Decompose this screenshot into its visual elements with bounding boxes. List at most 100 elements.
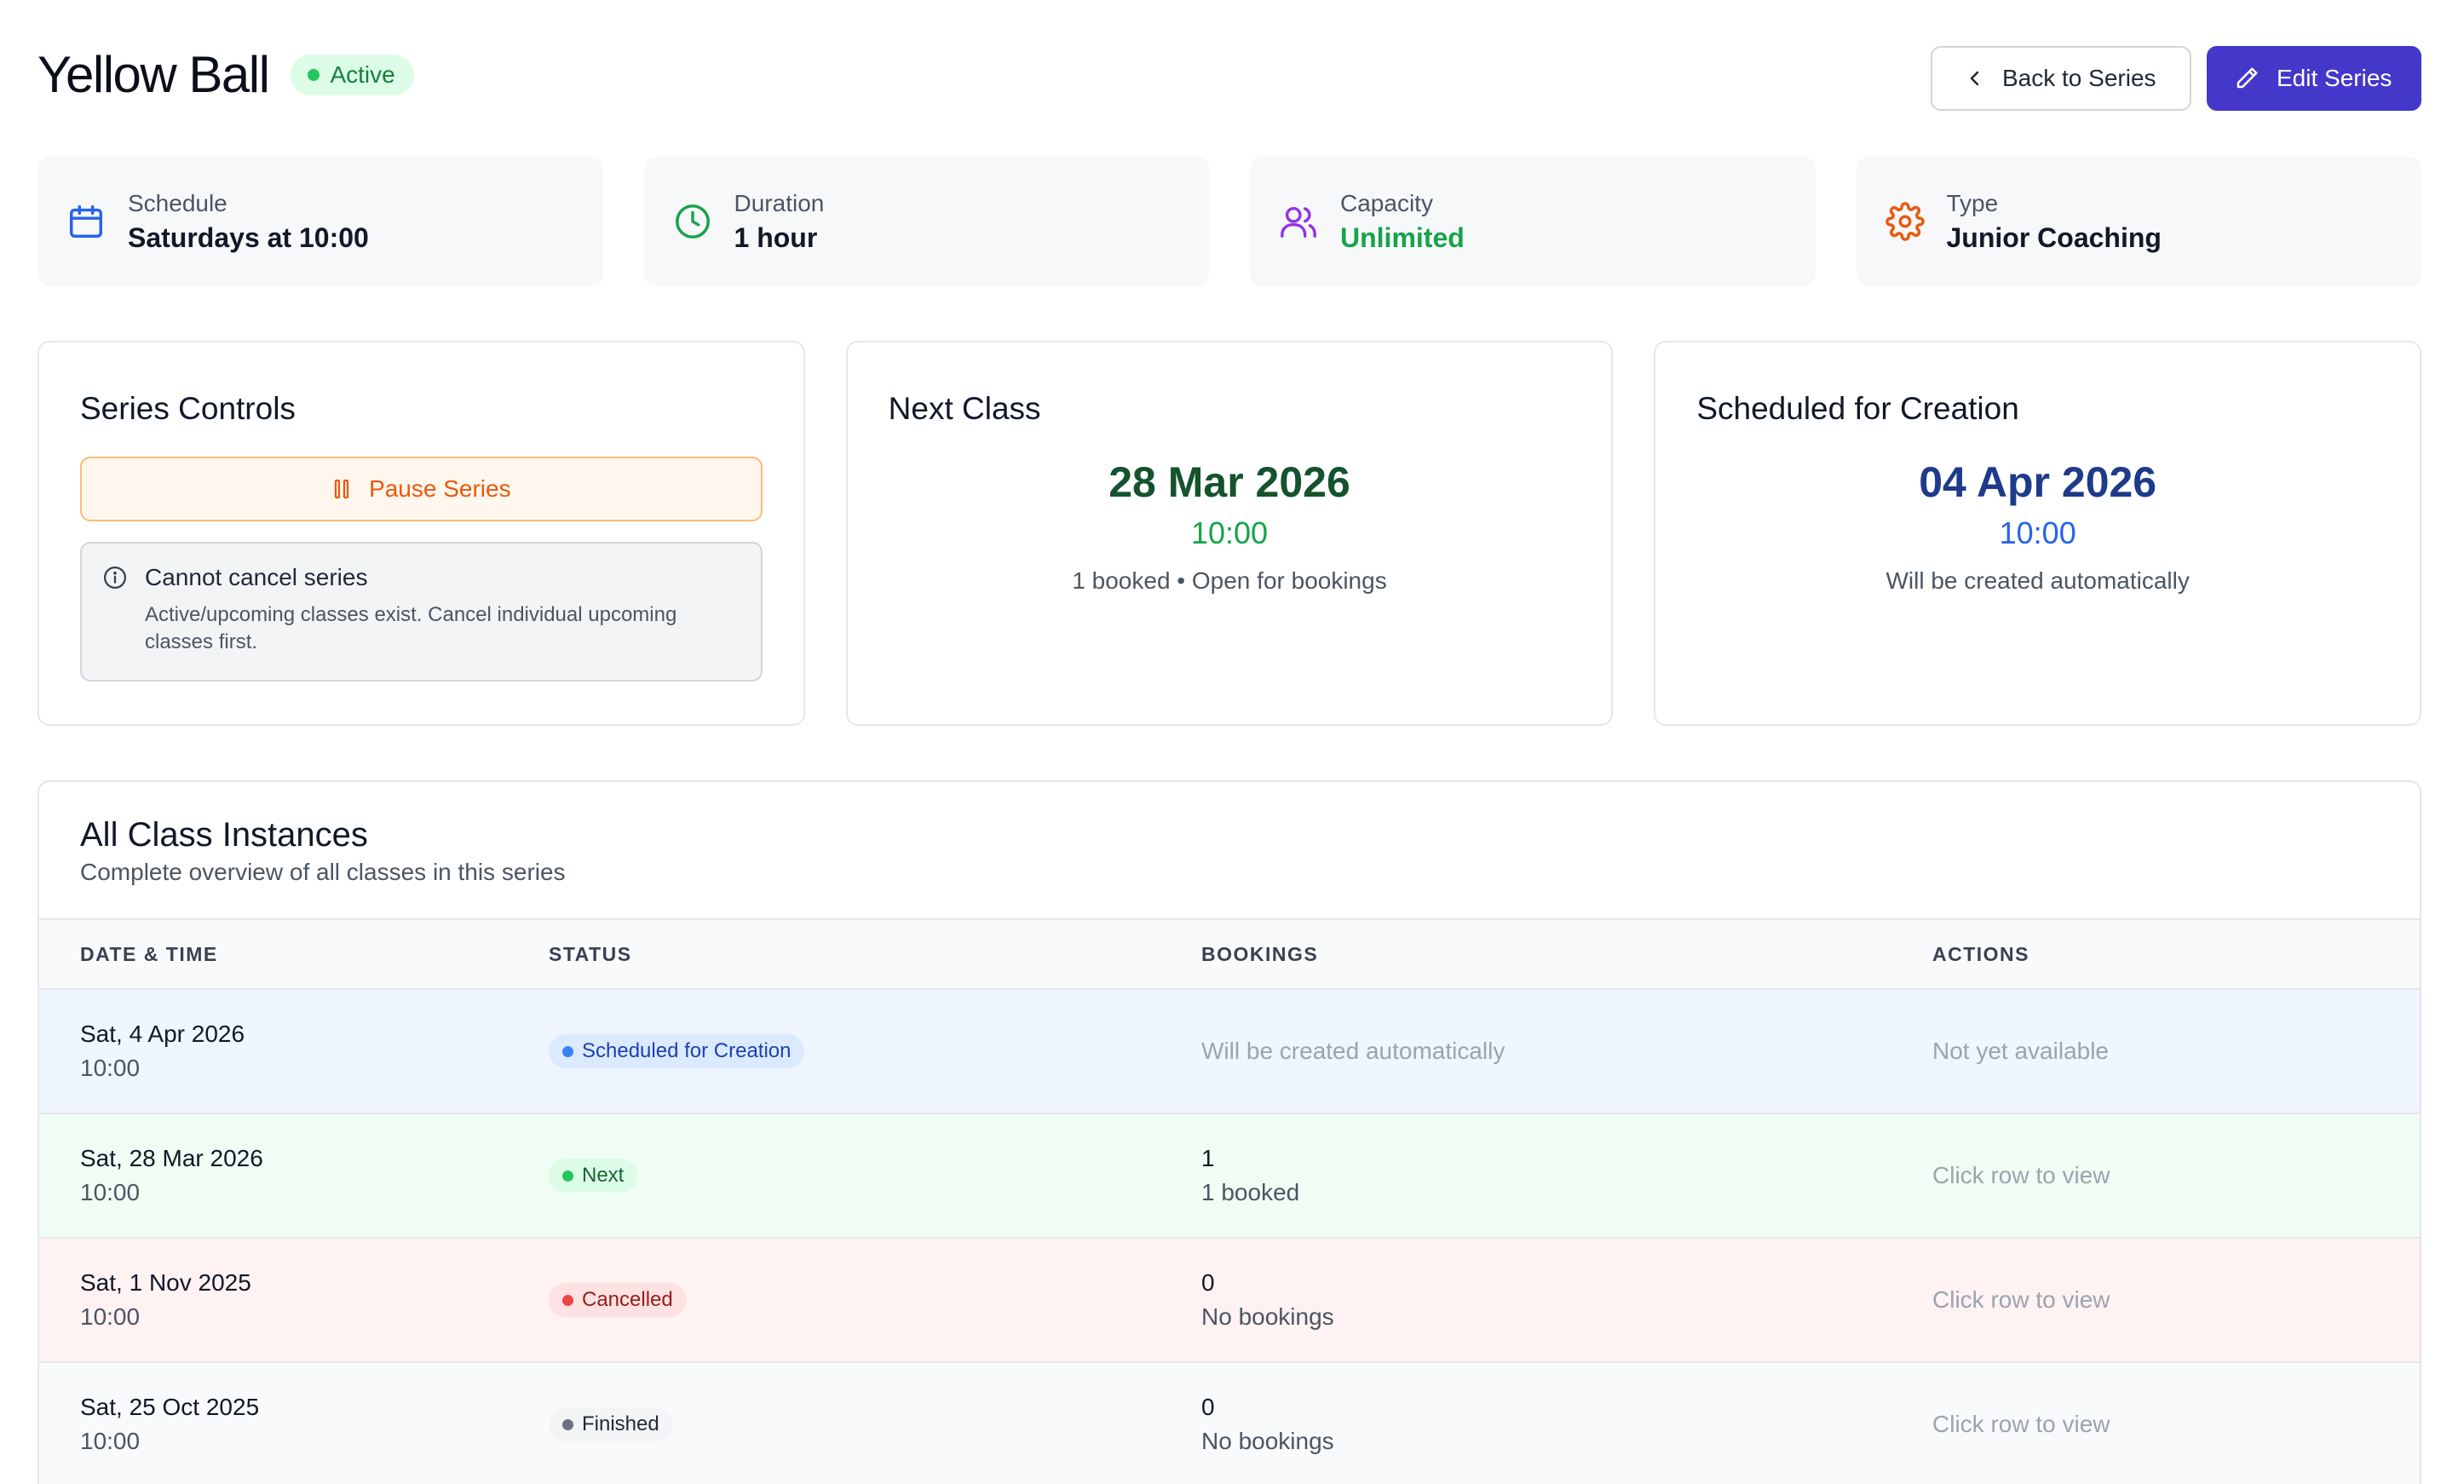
row-date: Sat, 28 Mar 2026 — [80, 1145, 263, 1171]
title-row: Yellow Ball Active — [37, 41, 414, 109]
capacity-label: Capacity — [1340, 189, 1433, 216]
table-row[interactable]: Sat, 25 Oct 2025 10:00 Finished 0 No boo… — [39, 1363, 2420, 1484]
bookings-cell: Will be created automatically — [1201, 1038, 1932, 1065]
calendar-icon — [70, 205, 102, 238]
capacity-value: Unlimited — [1340, 221, 1465, 253]
next-class-panel: Next Class 28 Mar 2026 10:00 1 booked • … — [845, 341, 1614, 726]
bookings-count: 0 — [1201, 1394, 1215, 1420]
status-cell: Scheduled for Creation — [549, 1034, 1201, 1068]
actions-cell: Click row to view — [1932, 1411, 2420, 1438]
date-cell: Sat, 4 Apr 2026 10:00 — [39, 1017, 549, 1085]
row-time: 10:00 — [80, 1055, 141, 1081]
summary-panels: Series Controls Pause Series Cannot canc… — [37, 341, 2422, 726]
column-header-bookings: BOOKINGS — [1201, 942, 1319, 965]
column-header-actions: ACTIONS — [1932, 942, 2029, 965]
status-badge: Finished — [549, 1407, 673, 1441]
type-card: Type Junior Coaching — [1856, 157, 2421, 286]
row-action: Not yet available — [1932, 1038, 2110, 1064]
pause-series-button[interactable]: Pause Series — [80, 457, 763, 521]
status-dot — [562, 1045, 573, 1057]
cancel-notice-body: Active/upcoming classes exist. Cancel in… — [145, 603, 677, 653]
edit-series-label: Edit Series — [2277, 65, 2392, 91]
gear-icon — [1885, 202, 1925, 241]
back-to-series-button[interactable]: Back to Series — [1931, 46, 2191, 111]
edit-series-button[interactable]: Edit Series — [2207, 46, 2421, 111]
actions-cell: Click row to view — [1932, 1162, 2420, 1189]
cancel-notice-title: Cannot cancel series — [145, 564, 368, 590]
next-class-summary: 1 booked • Open for bookings — [1072, 567, 1387, 594]
status-badge: Next — [549, 1159, 638, 1193]
scheduled-creation-time: 10:00 — [1999, 515, 2076, 550]
series-controls-title: Series Controls — [80, 391, 296, 426]
series-controls-panel: Series Controls Pause Series Cannot canc… — [37, 341, 805, 726]
bookings-count: 1 — [1201, 1145, 1215, 1171]
row-time: 10:00 — [80, 1303, 141, 1330]
date-cell: Sat, 1 Nov 2025 10:00 — [39, 1266, 549, 1334]
class-instances-subtitle: Complete overview of all classes in this… — [80, 859, 566, 885]
bookings-cell: 0 No bookings — [1201, 1266, 1932, 1334]
cancel-notice: Cannot cancel series Active/upcoming cla… — [80, 542, 763, 682]
duration-label: Duration — [734, 189, 825, 216]
row-date: Sat, 4 Apr 2026 — [80, 1021, 245, 1047]
page-title: Yellow Ball — [37, 46, 270, 103]
bookings-count: 0 — [1201, 1269, 1215, 1296]
duration-text: Duration 1 hour — [734, 190, 825, 254]
class-instances-header: All Class Instances Complete overview of… — [39, 782, 2420, 920]
status-badge: Cancelled — [549, 1283, 687, 1317]
pause-series-label: Pause Series — [369, 475, 511, 502]
status-badge: Scheduled for Creation — [549, 1034, 805, 1068]
page-header: Yellow Ball Active Back to Series Edit S… — [37, 41, 2421, 116]
status-cell: Finished — [549, 1407, 1201, 1441]
chevron-left-icon — [1970, 71, 1979, 86]
class-instances-title: All Class Instances — [80, 816, 368, 854]
next-class-date: 28 Mar 2026 — [1108, 458, 1350, 506]
status-cell: Cancelled — [549, 1283, 1201, 1317]
scheduled-creation-title: Scheduled for Creation — [1696, 391, 2019, 426]
type-label: Type — [1946, 189, 1999, 216]
header-actions: Back to Series Edit Series — [1931, 46, 2421, 111]
capacity-card: Capacity Unlimited — [1250, 157, 1816, 286]
table-row[interactable]: Sat, 4 Apr 2026 10:00 Scheduled for Crea… — [39, 990, 2420, 1114]
duration-value: 1 hour — [734, 221, 818, 253]
actions-cell: Click row to view — [1932, 1286, 2420, 1314]
actions-cell: Not yet available — [1932, 1038, 2420, 1065]
bookings-label: Will be created automatically — [1201, 1038, 1505, 1064]
duration-card: Duration 1 hour — [643, 157, 1209, 286]
schedule-text: Schedule Saturdays at 10:00 — [128, 190, 369, 254]
schedule-label: Schedule — [128, 189, 227, 216]
pencil-icon — [2237, 67, 2258, 89]
type-value: Junior Coaching — [1946, 221, 2162, 253]
users-icon — [1281, 206, 1316, 238]
date-cell: Sat, 28 Mar 2026 10:00 — [39, 1142, 549, 1210]
next-class-details: 28 Mar 2026 10:00 1 booked • Open for bo… — [889, 455, 1571, 595]
status-dot — [562, 1170, 573, 1182]
cancel-notice-head: Cannot cancel series — [102, 564, 735, 591]
scheduled-creation-details: 04 Apr 2026 10:00 Will be created automa… — [1696, 455, 2379, 595]
status-label: Cancelled — [582, 1288, 673, 1311]
bookings-cell: 0 No bookings — [1201, 1390, 1932, 1458]
type-text: Type Junior Coaching — [1947, 190, 2162, 254]
row-action: Click row to view — [1932, 1162, 2110, 1188]
column-header-date: DATE & TIME — [80, 942, 218, 965]
table-row[interactable]: Sat, 28 Mar 2026 10:00 Next 1 1 booked C… — [39, 1114, 2420, 1239]
status-label: Scheduled for Creation — [582, 1039, 792, 1062]
status-dot — [562, 1294, 573, 1306]
bookings-label: 1 booked — [1201, 1179, 1300, 1205]
row-time: 10:00 — [80, 1428, 141, 1454]
schedule-card: Schedule Saturdays at 10:00 — [37, 157, 603, 286]
pause-icon — [334, 479, 349, 499]
bookings-cell: 1 1 booked — [1201, 1142, 1932, 1210]
status-label: Next — [582, 1164, 625, 1187]
class-instances-card: All Class Instances Complete overview of… — [37, 780, 2421, 1484]
clock-icon — [675, 204, 710, 239]
row-time: 10:00 — [80, 1179, 141, 1205]
back-to-series-label: Back to Series — [2002, 65, 2156, 91]
next-class-time: 10:00 — [1190, 515, 1269, 550]
status-label: Finished — [582, 1412, 659, 1435]
table-row[interactable]: Sat, 1 Nov 2025 10:00 Cancelled 0 No boo… — [39, 1239, 2420, 1363]
column-header-status: STATUS — [549, 942, 632, 965]
scheduled-creation-date: 04 Apr 2026 — [1919, 458, 2157, 506]
table-header-row: DATE & TIME STATUS BOOKINGS ACTIONS — [39, 920, 2420, 990]
scheduled-creation-summary: Will be created automatically — [1885, 567, 2190, 594]
schedule-value: Saturdays at 10:00 — [128, 221, 369, 253]
